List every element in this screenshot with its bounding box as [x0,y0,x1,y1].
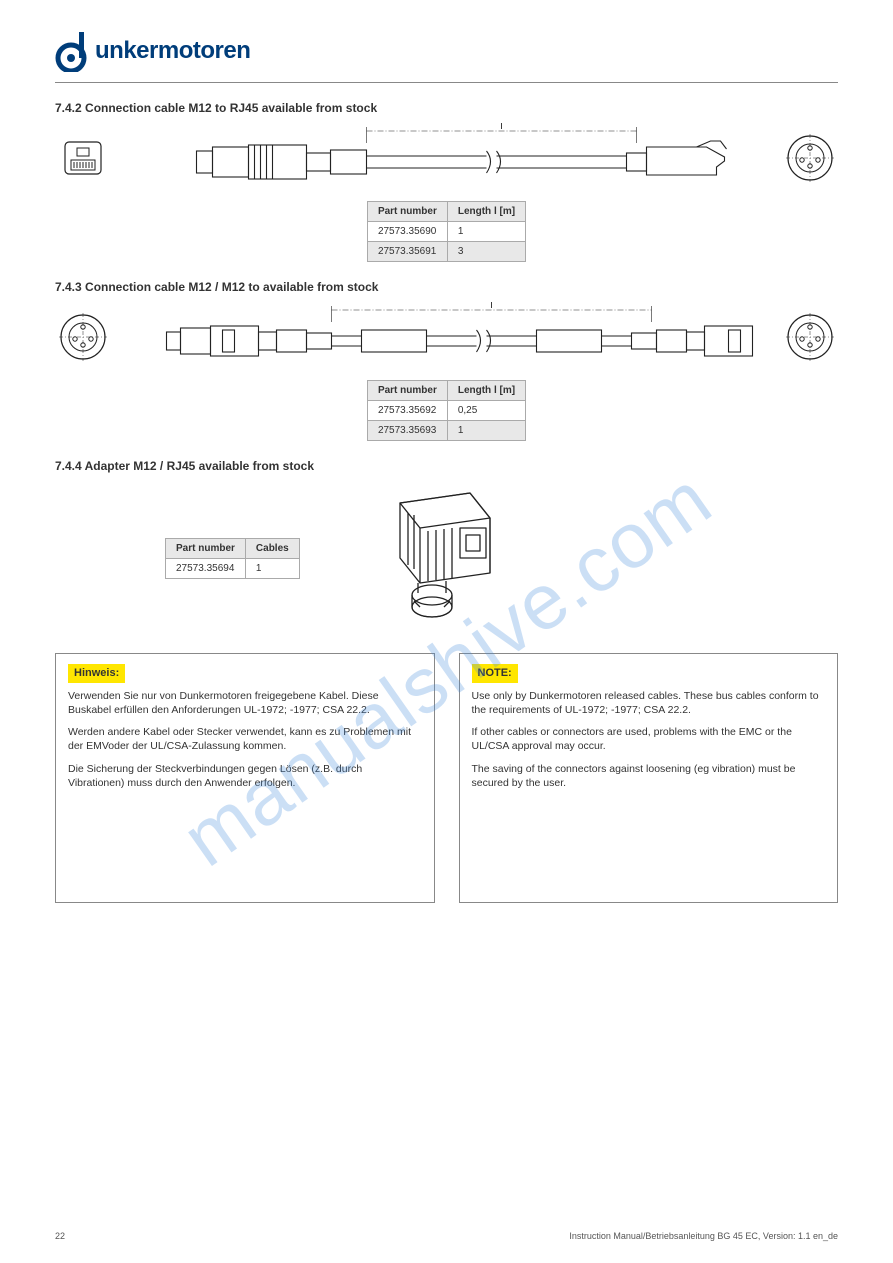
dim-label-1: l [501,123,503,131]
note-text: Werden andere Kabel oder Stecker verwend… [68,725,422,753]
note-box-de: Hinweis: Verwenden Sie nur von Dunkermot… [55,653,435,903]
footer-text: Instruction Manual/Betriebsanleitung BG … [569,1231,838,1241]
table-1: Part number Length l [m] 27573.356901 27… [367,201,526,262]
table-row: 27573.356941 [166,558,300,578]
table-header: Length l [m] [447,202,525,222]
note-label-en: NOTE: [472,664,518,683]
table-row: 27573.356913 [367,242,525,262]
adapter-isometric-icon [360,483,510,633]
table-2: Part number Length l [m] 27573.356920,25… [367,380,526,441]
m12-front-icon-1 [782,130,838,186]
brand-logo-icon [55,30,91,72]
diagram-row-1: l [55,123,838,193]
table-header: Cables [245,538,299,558]
note-box-en: NOTE: Use only by Dunkermotoren released… [459,653,839,903]
table-header: Part number [367,202,447,222]
table-header: Part number [166,538,246,558]
adapter-row: Part number Cables 27573.356941 [165,483,838,633]
brand-name: unkermotoren [95,37,250,65]
section-heading-1: 7.4.2 Connection cable M12 to RJ45 avail… [55,101,838,115]
table-3: Part number Cables 27573.356941 [165,538,300,579]
note-text: If other cables or connectors are used, … [472,725,826,753]
note-text: Use only by Dunkermotoren released cable… [472,689,826,717]
table-row: 27573.356920,25 [367,401,525,421]
notes-row: Hinweis: Verwenden Sie nur von Dunkermot… [55,653,838,903]
note-label-de: Hinweis: [68,664,125,683]
section-heading-3: 7.4.4 Adapter M12 / RJ45 available from … [55,459,838,473]
cable-side-view-2: l [121,302,772,372]
cable-side-view-1: l [121,123,772,193]
note-text: Verwenden Sie nur von Dunkermotoren frei… [68,689,422,717]
header: unkermotoren [55,30,838,83]
table-row: 27573.356901 [367,222,525,242]
page: unkermotoren 7.4.2 Connection cable M12 … [0,0,893,1263]
note-text: The saving of the connectors against loo… [472,762,826,790]
m12-front-icon-2a [55,309,111,365]
table-header: Part number [367,381,447,401]
section-heading-2: 7.4.3 Connection cable M12 / M12 to avai… [55,280,838,294]
footer: 22 Instruction Manual/Betriebsanleitung … [55,1231,838,1241]
diagram-row-2: l [55,302,838,372]
page-number: 22 [55,1231,65,1241]
table-header: Length l [m] [447,381,525,401]
dim-label-2: l [491,302,493,310]
m12-front-icon-2b [782,309,838,365]
note-text: Die Sicherung der Steckverbindungen gege… [68,762,422,790]
rj45-front-icon [55,130,111,186]
table-row: 27573.356931 [367,421,525,441]
